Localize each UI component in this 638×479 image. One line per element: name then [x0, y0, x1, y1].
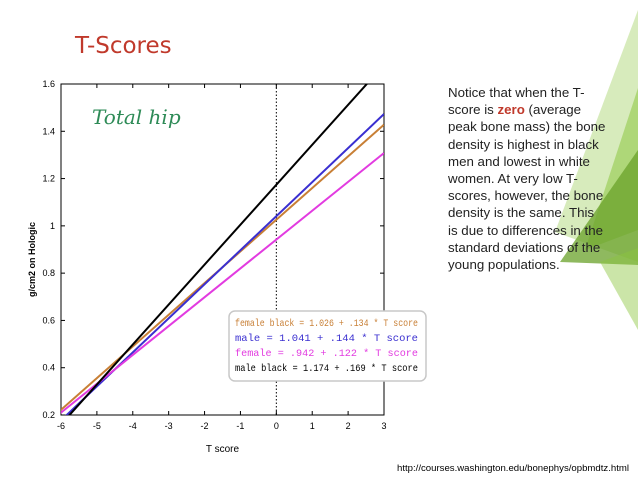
plot-frame [60, 83, 385, 416]
x-tick-label: 0 [274, 421, 279, 431]
y-tick-label: 0.4 [42, 363, 55, 373]
series-line-female [61, 152, 384, 414]
y-tick-label: 0.8 [42, 268, 55, 278]
notes-text: Notice that when the T-score is zero (av… [448, 84, 606, 273]
y-axis-label: g/cm2 on Hologic [27, 222, 37, 297]
x-tick-label: 2 [346, 421, 351, 431]
legend-male-black: male black = 1.174 + .169 * T score [235, 363, 418, 375]
source-url: http://courses.washington.edu/bonephys/o… [397, 463, 629, 474]
notes-highlight-zero: zero [497, 102, 525, 118]
green-triangle-4 [600, 248, 638, 330]
x-tick-label: -2 [201, 421, 209, 431]
y-tick-label: 1.2 [42, 174, 55, 184]
legend-box [228, 310, 427, 382]
x-tick-label: -5 [93, 421, 101, 431]
x-tick-label: 3 [381, 421, 386, 431]
notes-text-after: (average peak bone mass) the bone densit… [448, 102, 606, 273]
x-tick-label: -6 [57, 421, 65, 431]
y-tick-label: 1.4 [42, 126, 55, 136]
x-tick-label: -3 [165, 421, 173, 431]
x-axis-label: T score [206, 444, 240, 455]
y-tick-label: 1.6 [42, 79, 55, 89]
legend-female-black: female black = 1.026 + .134 * T score [235, 318, 418, 330]
y-tick-label: 0.6 [42, 315, 55, 325]
green-corner-decoration [555, 10, 638, 330]
total-hip-annotation: Total hip [92, 105, 181, 129]
x-tick-label: -4 [129, 421, 137, 431]
green-triangle-3 [560, 150, 638, 265]
x-tick-label: -1 [236, 421, 244, 431]
total-hip-chart: -6 -5 -4 -3 -2 -1 0 1 2 3 0.2 0.4 0.6 0.8 1 1.2 1.4 1.6 T … [27, 79, 427, 455]
slide-title: T-Scores [75, 33, 172, 59]
legend-male: male = 1.041 + .144 * T score [235, 333, 418, 345]
legend-female: female = .942 + .122 * T score [235, 348, 418, 360]
x-tick-label: 1 [310, 421, 315, 431]
y-tick-label: 0.2 [42, 410, 55, 420]
notes-text-before: Notice that when the T-score is [448, 85, 585, 118]
series-line-male-black [68, 84, 369, 415]
y-tick-label: 1 [50, 221, 55, 231]
